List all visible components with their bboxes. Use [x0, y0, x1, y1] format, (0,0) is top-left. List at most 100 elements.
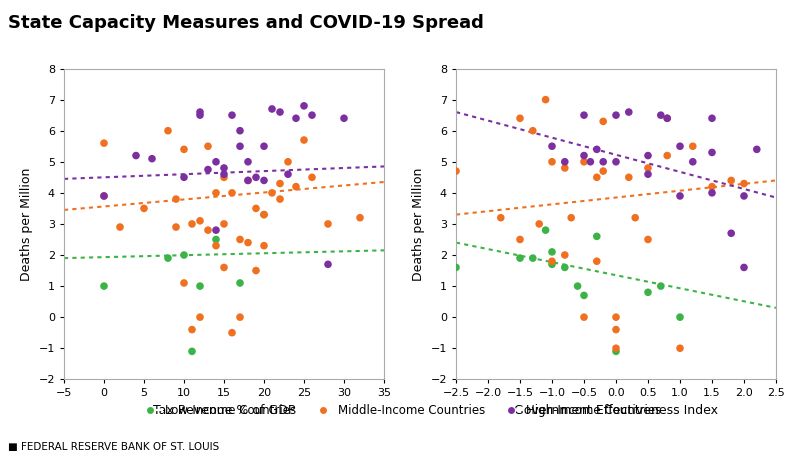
Point — [450, 264, 462, 271]
Point — [558, 165, 571, 172]
Point — [706, 189, 718, 197]
Point — [226, 112, 238, 119]
Point — [234, 143, 246, 150]
Point — [146, 155, 158, 162]
Point — [98, 139, 110, 147]
Point — [546, 143, 558, 150]
Point — [242, 158, 254, 165]
Point — [610, 314, 622, 321]
Point — [298, 136, 310, 143]
Point — [674, 314, 686, 321]
Point — [642, 170, 654, 178]
Point — [322, 220, 334, 228]
Point — [186, 326, 198, 333]
Point — [610, 326, 622, 333]
Point — [218, 170, 230, 178]
Point — [290, 183, 302, 190]
X-axis label: Tax Revenue % of GDP: Tax Revenue % of GDP — [153, 404, 295, 417]
Point — [258, 177, 270, 184]
Point — [654, 112, 667, 119]
Point — [590, 258, 603, 265]
Point — [494, 214, 507, 221]
Point — [642, 236, 654, 243]
Point — [170, 196, 182, 203]
Point — [706, 149, 718, 156]
Point — [661, 115, 674, 122]
Point — [738, 192, 750, 200]
Text: ■ FEDERAL RESERVE BANK OF ST. LOUIS: ■ FEDERAL RESERVE BANK OF ST. LOUIS — [8, 442, 219, 452]
Point — [226, 329, 238, 336]
Point — [258, 211, 270, 218]
Point — [282, 158, 294, 165]
Point — [274, 180, 286, 187]
Point — [642, 289, 654, 296]
Point — [218, 220, 230, 228]
Point — [578, 158, 590, 165]
Point — [202, 227, 214, 234]
Point — [629, 214, 642, 221]
Point — [674, 345, 686, 352]
Point — [194, 217, 206, 224]
Point — [450, 167, 462, 175]
X-axis label: Government Effectiveness Index: Government Effectiveness Index — [514, 404, 718, 417]
Point — [654, 282, 667, 290]
Point — [674, 192, 686, 200]
Point — [565, 214, 578, 221]
Point — [584, 158, 597, 165]
Point — [610, 345, 622, 352]
Point — [234, 279, 246, 287]
Point — [98, 192, 110, 200]
Point — [306, 112, 318, 119]
Point — [194, 282, 206, 290]
Point — [114, 223, 126, 231]
Point — [597, 158, 610, 165]
Point — [610, 348, 622, 355]
Point — [514, 255, 526, 262]
Point — [622, 108, 635, 116]
Point — [750, 146, 763, 153]
Point — [242, 239, 254, 246]
Point — [558, 264, 571, 271]
Point — [571, 282, 584, 290]
Point — [686, 158, 699, 165]
Point — [706, 183, 718, 190]
Point — [274, 196, 286, 203]
Point — [194, 108, 206, 116]
Point — [218, 165, 230, 172]
Point — [610, 112, 622, 119]
Text: State Capacity Measures and COVID-19 Spread: State Capacity Measures and COVID-19 Spr… — [8, 14, 484, 32]
Point — [242, 177, 254, 184]
Point — [597, 167, 610, 175]
Point — [642, 152, 654, 159]
Point — [218, 264, 230, 271]
Point — [622, 174, 635, 181]
Point — [194, 314, 206, 321]
Point — [162, 255, 174, 262]
Point — [298, 102, 310, 110]
Y-axis label: Deaths per Million: Deaths per Million — [20, 167, 33, 281]
Point — [202, 166, 214, 173]
Point — [210, 236, 222, 243]
Point — [706, 115, 718, 122]
Point — [514, 115, 526, 122]
Point — [218, 174, 230, 181]
Point — [590, 174, 603, 181]
Point — [98, 192, 110, 200]
Point — [282, 170, 294, 178]
Point — [250, 205, 262, 212]
Point — [266, 189, 278, 197]
Point — [546, 158, 558, 165]
Point — [186, 348, 198, 355]
Point — [306, 174, 318, 181]
Point — [558, 158, 571, 165]
Point — [98, 282, 110, 290]
Point — [186, 220, 198, 228]
Point — [210, 227, 222, 234]
Point — [725, 177, 738, 184]
Point — [610, 158, 622, 165]
Point — [258, 211, 270, 218]
Point — [590, 146, 603, 153]
Point — [250, 174, 262, 181]
Point — [178, 251, 190, 259]
Point — [250, 267, 262, 274]
